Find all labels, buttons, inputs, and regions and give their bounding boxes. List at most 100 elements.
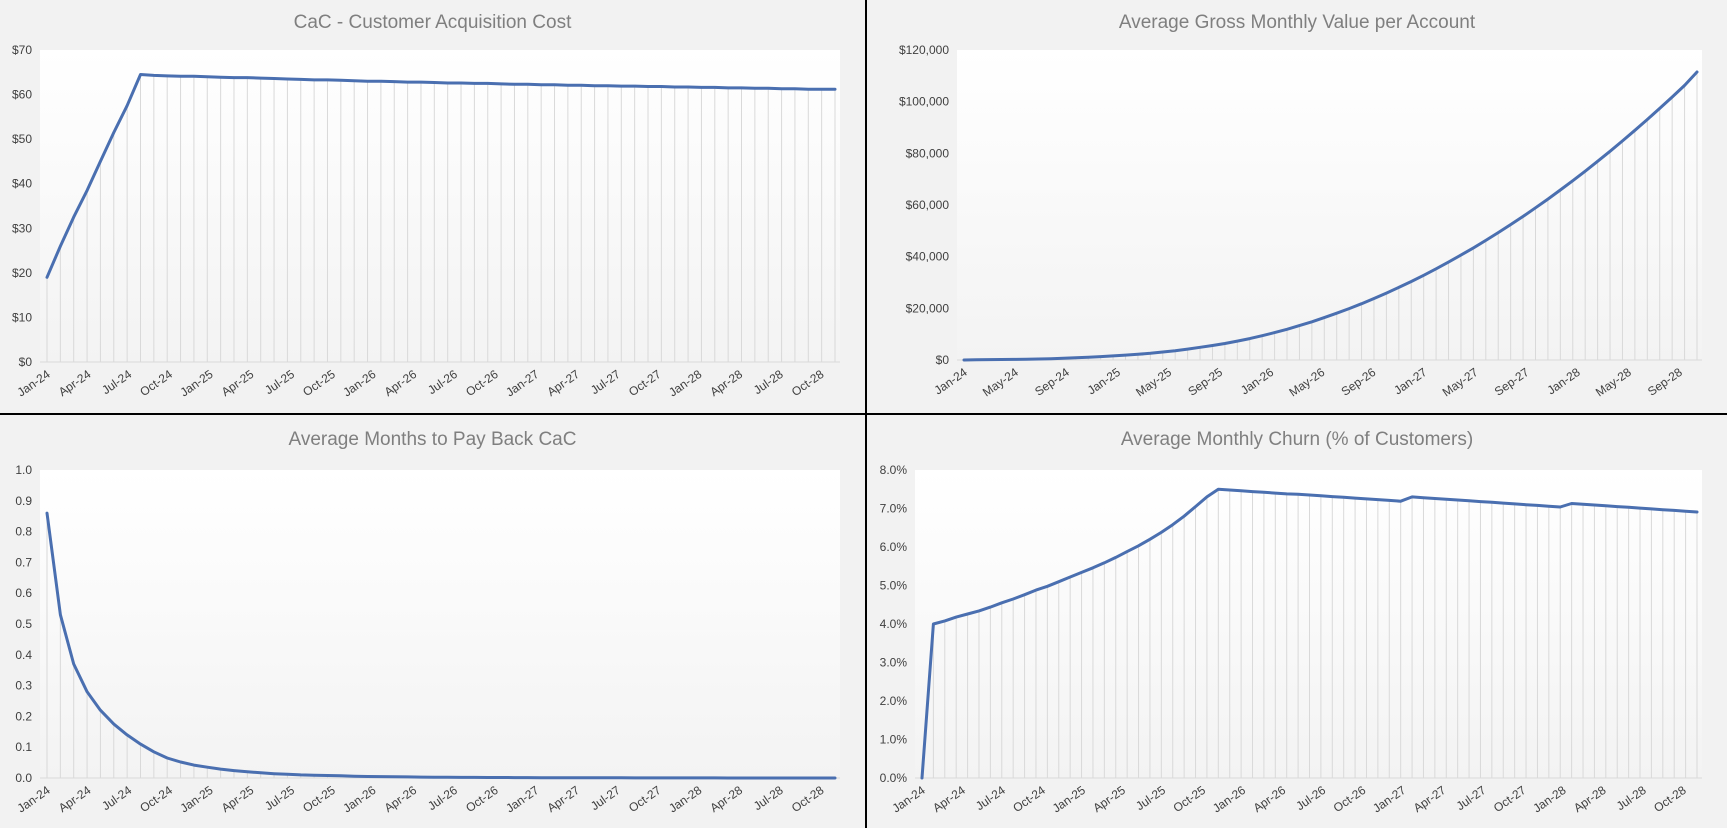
chart-title: Average Gross Monthly Value per Account xyxy=(1119,12,1476,33)
x-tick-label: Oct-26 xyxy=(1331,783,1369,815)
x-tick-label: Apr-26 xyxy=(382,783,420,815)
y-tick-label: $0 xyxy=(936,353,950,367)
x-tick-label: Apr-28 xyxy=(707,367,745,399)
x-tick-label: Oct-24 xyxy=(1010,783,1048,815)
x-tick-label: Apr-26 xyxy=(382,367,420,399)
x-tick-label: Jan-27 xyxy=(1391,365,1429,398)
y-tick-label: 0.4 xyxy=(15,648,32,662)
x-tick-label: Jan-28 xyxy=(666,367,704,400)
x-tick-label: Oct-24 xyxy=(137,783,175,815)
y-tick-label: 0.0% xyxy=(880,771,908,785)
y-tick-label: $20 xyxy=(12,266,32,280)
y-tick-label: 0.7 xyxy=(15,555,32,569)
x-tick-label: Sep-27 xyxy=(1492,365,1532,399)
x-tick-label: Oct-28 xyxy=(789,783,827,815)
x-tick-label: Jan-26 xyxy=(1210,783,1248,816)
x-tick-label: Jul-27 xyxy=(588,367,623,397)
x-tick-label: Oct-25 xyxy=(1171,783,1209,815)
x-tick-label: May-28 xyxy=(1593,365,1634,400)
x-tick-label: Sep-28 xyxy=(1645,365,1685,399)
y-tick-label: 0.3 xyxy=(15,679,32,693)
y-tick-label: $40,000 xyxy=(906,250,950,264)
y-tick-label: 1.0 xyxy=(15,463,32,477)
chart-panel-gross-monthly-value: Average Gross Monthly Value per Account $… xyxy=(867,0,1727,413)
plot-area xyxy=(957,50,1702,360)
y-tick-label: 1.0% xyxy=(880,733,908,747)
y-tick-label: $100,000 xyxy=(899,95,949,109)
x-tick-label: Oct-27 xyxy=(1491,783,1529,815)
x-tick-label: Jul-27 xyxy=(1454,783,1489,813)
x-tick-label: Apr-27 xyxy=(545,367,583,399)
x-tick-label: Jan-25 xyxy=(178,783,216,816)
x-tick-label: Apr-25 xyxy=(1090,783,1128,815)
chart-gross-monthly-value-svg: Average Gross Monthly Value per Account $… xyxy=(899,12,1702,400)
y-tick-label: 3.0% xyxy=(880,656,908,670)
x-tick-label: Jan-26 xyxy=(340,783,378,816)
y-tick-label: $50 xyxy=(12,132,32,146)
y-tick-label: 0.9 xyxy=(15,494,32,508)
x-tick-label: Apr-25 xyxy=(219,367,257,399)
x-tick-label: Jan-26 xyxy=(340,367,378,400)
x-tick-label: Apr-27 xyxy=(545,783,583,815)
x-tick-label: Apr-27 xyxy=(1411,783,1449,815)
x-tick-label: Jan-26 xyxy=(1238,365,1276,398)
x-tick-label: Oct-27 xyxy=(626,367,664,399)
y-tick-label: 4.0% xyxy=(880,617,908,631)
chart-title: Average Months to Pay Back CaC xyxy=(289,429,577,450)
x-tick-label: Jan-25 xyxy=(178,367,216,400)
x-tick-label: Jul-26 xyxy=(1293,783,1328,813)
x-tick-label: Jan-25 xyxy=(1050,783,1088,816)
x-tick-label: Jan-27 xyxy=(1370,783,1408,816)
x-tick-label: Sep-26 xyxy=(1339,365,1379,399)
x-tick-label: Jan-24 xyxy=(15,367,53,400)
x-tick-label: Jan-27 xyxy=(503,783,541,816)
x-tick-label: Jan-24 xyxy=(15,783,53,816)
y-tick-label: 6.0% xyxy=(880,540,908,554)
x-tick-label: Sep-25 xyxy=(1185,365,1225,399)
x-tick-label: Apr-26 xyxy=(1251,783,1289,815)
y-tick-label: $30 xyxy=(12,221,32,235)
x-tick-label: Oct-25 xyxy=(300,783,338,815)
chart-payback-months-svg: Average Months to Pay Back CaC 0.0 0.1 0.2 0… xyxy=(15,429,840,816)
chart-title: CaC - Customer Acquisition Cost xyxy=(294,12,572,33)
series-line xyxy=(962,70,1699,362)
chart-title: Average Monthly Churn (% of Customers) xyxy=(1121,429,1473,450)
x-tick-label: Apr-28 xyxy=(707,783,745,815)
x-tick-label: Jul-25 xyxy=(1133,783,1168,813)
x-tick-label: Oct-28 xyxy=(789,367,827,399)
series-line xyxy=(920,487,1699,780)
chart-cac-svg: CaC - Customer Acquisition Cost $0 $10 $20 $… xyxy=(12,12,840,400)
series-line xyxy=(45,73,837,279)
x-tick-label: Apr-24 xyxy=(56,367,94,399)
plot-area xyxy=(40,50,840,362)
y-tick-label: 0.2 xyxy=(15,709,32,723)
x-tick-label: Jul-24 xyxy=(973,783,1008,813)
x-tick-label: Jul-24 xyxy=(99,367,134,397)
x-tick-label: Apr-25 xyxy=(219,783,257,815)
y-tick-label: 0.1 xyxy=(15,740,32,754)
y-tick-label: 2.0% xyxy=(880,694,908,708)
y-tick-label: $120,000 xyxy=(899,43,949,57)
x-tick-label: Jan-24 xyxy=(932,365,970,398)
y-tick-label: $70 xyxy=(12,43,32,57)
x-tick-label: Jan-27 xyxy=(503,367,541,400)
y-tick-label: 0.5 xyxy=(15,617,32,631)
chart-monthly-churn-svg: Average Monthly Churn (% of Customers) 0.… xyxy=(880,429,1702,816)
x-tick-label: Jan-28 xyxy=(666,783,704,816)
y-tick-label: $40 xyxy=(12,177,32,191)
x-tick-label: Jul-25 xyxy=(262,367,297,397)
x-tick-label: Jul-28 xyxy=(751,367,786,397)
y-tick-label: $60,000 xyxy=(906,198,950,212)
x-tick-label: Oct-28 xyxy=(1651,783,1689,815)
plot-area xyxy=(915,470,1702,778)
y-tick-label: 0.6 xyxy=(15,586,32,600)
y-tick-label: $80,000 xyxy=(906,146,950,160)
series-line xyxy=(45,511,837,780)
x-tick-label: Jan-28 xyxy=(1530,783,1568,816)
x-tick-label: May-27 xyxy=(1440,365,1481,400)
chart-panel-payback-months: Average Months to Pay Back CaC 0.0 0.1 0.2 0… xyxy=(0,415,865,828)
chart-panel-monthly-churn: Average Monthly Churn (% of Customers) 0.… xyxy=(867,415,1727,828)
x-tick-label: Jul-28 xyxy=(1614,783,1649,813)
y-tick-label: $0 xyxy=(19,355,33,369)
y-tick-label: 0.0 xyxy=(15,771,32,785)
